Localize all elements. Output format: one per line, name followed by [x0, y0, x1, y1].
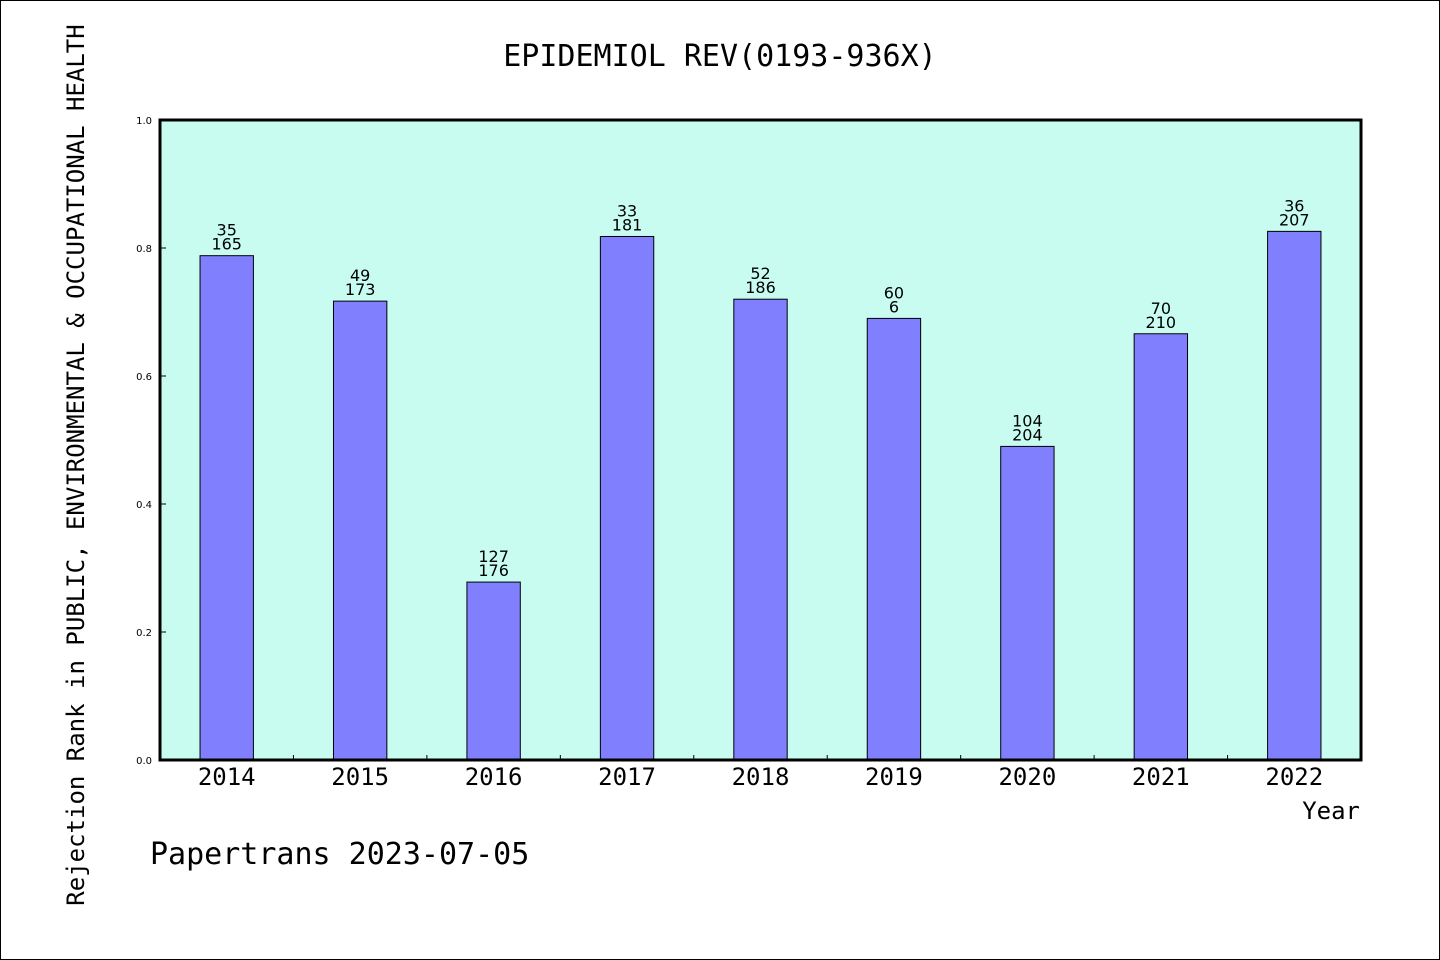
data-label-top-2020: 104: [1012, 411, 1043, 430]
data-label-bottom-2015: 173: [345, 280, 376, 299]
data-label-bottom-2021: 210: [1146, 313, 1177, 332]
footer-text: Papertrans 2023-07-05: [150, 837, 529, 872]
data-label-top-2019: 60: [884, 283, 904, 302]
data-label-top-2015: 49: [350, 266, 370, 285]
y-tick-label: 0.0: [136, 756, 152, 767]
y-tick-label: 0.6: [136, 372, 152, 383]
bar-2015: [332, 300, 388, 761]
x-tick-label-2020: 2020: [998, 763, 1056, 791]
data-label-top-2017: 33: [617, 201, 637, 220]
bar-2018: [733, 298, 788, 761]
bar-2022: [1267, 230, 1322, 761]
bar-2020: [1000, 445, 1055, 761]
y-tick-label: 0.2: [136, 628, 152, 639]
bar-2017: [599, 235, 655, 761]
bar-2019: [866, 317, 922, 761]
bar-2014: [199, 255, 254, 761]
data-label-top-2022: 36: [1284, 196, 1304, 215]
data-label-bottom-2020: 204: [1012, 425, 1043, 444]
x-tick-label-2022: 2022: [1265, 763, 1323, 791]
chart-title: EPIDEMIOL REV(0193-936X): [503, 39, 936, 74]
data-label-top-2021: 70: [1151, 299, 1171, 318]
data-label-bottom-2018: 186: [745, 278, 776, 297]
data-label-bottom-2019: 6: [889, 297, 899, 316]
x-axis-label: Year: [1302, 797, 1360, 825]
plot-border: [158, 118, 1363, 762]
x-tick-label-2019: 2019: [865, 763, 923, 791]
data-label-bottom-2022: 207: [1279, 210, 1310, 229]
y-tick-label: 1.0: [136, 116, 152, 127]
bar-2016: [466, 581, 521, 761]
data-label-top-2016: 127: [478, 547, 509, 566]
data-label-bottom-2017: 181: [612, 215, 643, 234]
y-axis-label: Rejection Rank in PUBLIC, ENVIRONMENTAL …: [62, 24, 90, 905]
x-tick-label-2021: 2021: [1132, 763, 1190, 791]
x-tick-label-2018: 2018: [732, 763, 790, 791]
x-tick-label-2015: 2015: [331, 763, 389, 791]
y-tick-label: 0.4: [136, 500, 152, 511]
x-tick-label-2014: 2014: [198, 763, 256, 791]
bar-2021: [1133, 333, 1189, 761]
x-tick-label-2017: 2017: [598, 763, 656, 791]
data-label-bottom-2016: 176: [478, 561, 509, 580]
data-label-top-2014: 35: [217, 221, 237, 240]
x-tick-label-2016: 2016: [465, 763, 523, 791]
data-label-top-2018: 52: [750, 264, 770, 283]
data-label-bottom-2014: 165: [211, 235, 242, 254]
y-tick-label: 0.8: [136, 244, 152, 255]
